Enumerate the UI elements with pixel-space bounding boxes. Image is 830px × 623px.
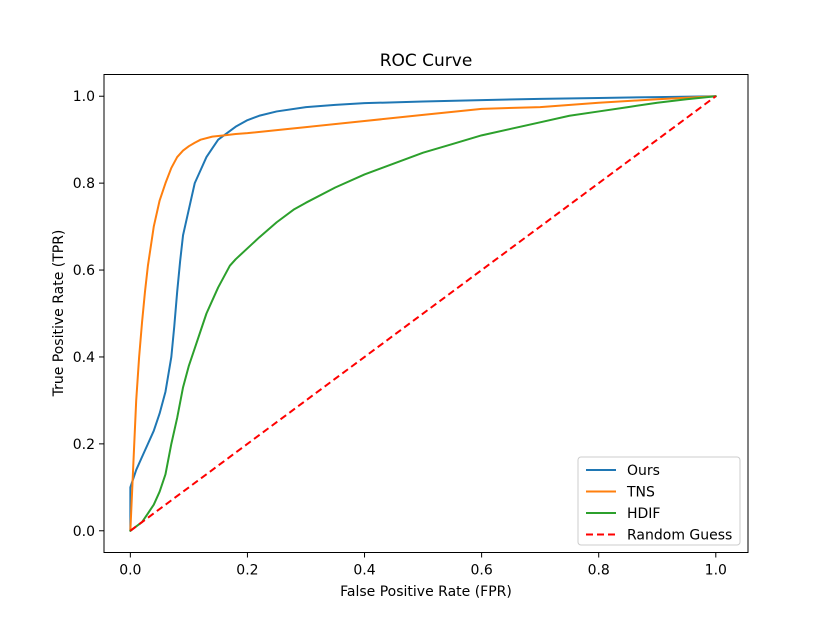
legend-label: HDIF: [627, 506, 661, 522]
x-tick-label: 0.8: [588, 563, 610, 579]
series-line-random-guess: [129, 95, 717, 532]
x-axis-label: False Positive Rate (FPR): [340, 584, 512, 600]
y-axis-ticks: 0.0 0.2 0.4 0.6 0.8 1.0: [73, 89, 104, 540]
x-tick-label: 0.2: [236, 563, 258, 579]
series-layer: [129, 95, 717, 532]
x-axis-ticks: 0.0 0.2 0.4 0.6 0.8 1.0: [119, 552, 727, 579]
chart-title: ROC Curve: [380, 51, 473, 71]
series-line-tns: [129, 95, 717, 532]
x-tick-label: 0.0: [119, 563, 141, 579]
y-tick-label: 0.8: [73, 176, 95, 192]
y-tick-label: 0.2: [73, 437, 95, 453]
x-tick-label: 0.4: [353, 563, 375, 579]
legend: Ours TNS HDIF Random Guess: [577, 456, 741, 546]
y-tick-label: 0.4: [73, 350, 95, 366]
y-tick-label: 0.0: [73, 524, 95, 540]
legend-box: [577, 456, 741, 546]
legend-label: Random Guess: [627, 528, 732, 544]
plot-area-frame: [103, 74, 749, 553]
x-tick-label: 0.6: [470, 563, 492, 579]
y-axis-label: True Positive Rate (TPR): [51, 230, 67, 398]
legend-items: Ours TNS HDIF Random Guess: [586, 463, 732, 544]
series-line-hdif: [129, 95, 717, 532]
x-tick-label: 1.0: [705, 563, 727, 579]
legend-label: Ours: [627, 463, 660, 479]
legend-label: TNS: [626, 485, 655, 501]
y-tick-label: 1.0: [73, 89, 95, 105]
series-line-ours: [129, 95, 717, 532]
y-tick-label: 0.6: [73, 263, 95, 279]
